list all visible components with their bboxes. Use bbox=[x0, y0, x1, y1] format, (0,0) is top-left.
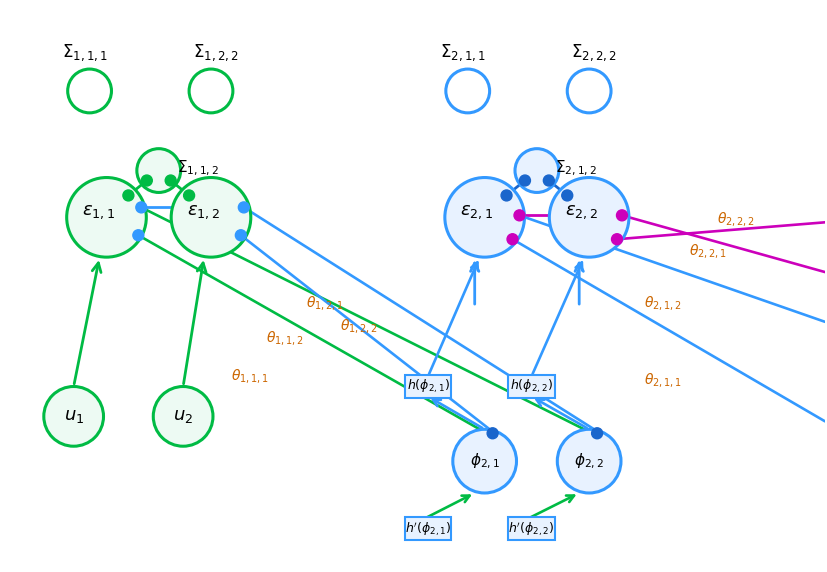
Text: $\theta_{2,2,1}$: $\theta_{2,2,1}$ bbox=[689, 241, 727, 260]
Circle shape bbox=[136, 149, 180, 192]
Circle shape bbox=[153, 387, 213, 446]
Text: $\phi_{2,1}$: $\phi_{2,1}$ bbox=[470, 451, 500, 471]
Circle shape bbox=[445, 177, 524, 257]
Circle shape bbox=[515, 149, 559, 192]
Text: $\Sigma_{1,1,2}$: $\Sigma_{1,1,2}$ bbox=[177, 159, 218, 178]
Circle shape bbox=[236, 230, 246, 241]
Circle shape bbox=[557, 430, 621, 493]
Text: $\varepsilon_{2,1}$: $\varepsilon_{2,1}$ bbox=[460, 204, 493, 221]
Circle shape bbox=[616, 210, 628, 221]
Circle shape bbox=[549, 177, 629, 257]
Text: $\theta_{1,1,2}$: $\theta_{1,1,2}$ bbox=[265, 329, 304, 347]
Circle shape bbox=[567, 69, 611, 113]
FancyBboxPatch shape bbox=[508, 375, 555, 398]
Circle shape bbox=[514, 210, 525, 221]
Text: $h'(\phi_{2,1})$: $h'(\phi_{2,1})$ bbox=[404, 520, 452, 538]
Text: $u_2$: $u_2$ bbox=[173, 407, 194, 426]
Text: $\theta_{1,2,1}$: $\theta_{1,2,1}$ bbox=[305, 295, 343, 312]
Text: $h(\phi_{2,1})$: $h(\phi_{2,1})$ bbox=[407, 378, 449, 395]
Text: $\varepsilon_{1,1}$: $\varepsilon_{1,1}$ bbox=[82, 204, 115, 221]
Text: $h(\phi_{2,2})$: $h(\phi_{2,2})$ bbox=[510, 378, 552, 395]
Text: $\Sigma_{2,2,2}$: $\Sigma_{2,2,2}$ bbox=[571, 42, 617, 63]
Circle shape bbox=[453, 430, 517, 493]
Circle shape bbox=[238, 202, 249, 213]
Circle shape bbox=[123, 190, 134, 201]
Circle shape bbox=[507, 234, 518, 245]
Circle shape bbox=[136, 202, 147, 213]
Circle shape bbox=[67, 177, 146, 257]
Text: $h'(\phi_{2,2})$: $h'(\phi_{2,2})$ bbox=[508, 520, 555, 538]
Circle shape bbox=[68, 69, 112, 113]
Text: $\theta_{1,1,1}$: $\theta_{1,1,1}$ bbox=[231, 367, 269, 385]
Circle shape bbox=[171, 177, 251, 257]
Text: $\Sigma_{1,1,1}$: $\Sigma_{1,1,1}$ bbox=[62, 42, 108, 63]
Circle shape bbox=[165, 175, 176, 186]
Circle shape bbox=[611, 234, 623, 245]
Text: $\Sigma_{2,1,1}$: $\Sigma_{2,1,1}$ bbox=[440, 42, 485, 63]
Text: $u_1$: $u_1$ bbox=[64, 407, 84, 426]
Text: $\Sigma_{1,2,2}$: $\Sigma_{1,2,2}$ bbox=[194, 42, 239, 63]
Text: $\phi_{2,2}$: $\phi_{2,2}$ bbox=[574, 451, 605, 471]
FancyBboxPatch shape bbox=[404, 375, 452, 398]
Text: $\varepsilon_{1,2}$: $\varepsilon_{1,2}$ bbox=[187, 204, 219, 221]
Circle shape bbox=[189, 69, 233, 113]
Text: $\theta_{2,2,2}$: $\theta_{2,2,2}$ bbox=[716, 210, 754, 228]
Circle shape bbox=[446, 69, 490, 113]
Circle shape bbox=[133, 230, 144, 241]
Circle shape bbox=[543, 175, 554, 186]
Circle shape bbox=[184, 190, 194, 201]
Circle shape bbox=[487, 428, 498, 439]
Text: $\theta_{1,2,2}$: $\theta_{1,2,2}$ bbox=[341, 317, 379, 335]
Circle shape bbox=[501, 190, 512, 201]
FancyBboxPatch shape bbox=[508, 517, 555, 541]
Text: $\theta_{2,1,2}$: $\theta_{2,1,2}$ bbox=[644, 295, 682, 312]
Circle shape bbox=[519, 175, 530, 186]
FancyBboxPatch shape bbox=[404, 517, 452, 541]
Circle shape bbox=[44, 387, 103, 446]
Circle shape bbox=[591, 428, 603, 439]
Text: $\Sigma_{2,1,2}$: $\Sigma_{2,1,2}$ bbox=[555, 159, 597, 178]
Text: $\theta_{2,1,1}$: $\theta_{2,1,1}$ bbox=[644, 371, 682, 389]
Text: $\varepsilon_{2,2}$: $\varepsilon_{2,2}$ bbox=[565, 204, 598, 221]
Circle shape bbox=[141, 175, 152, 186]
Circle shape bbox=[562, 190, 573, 201]
